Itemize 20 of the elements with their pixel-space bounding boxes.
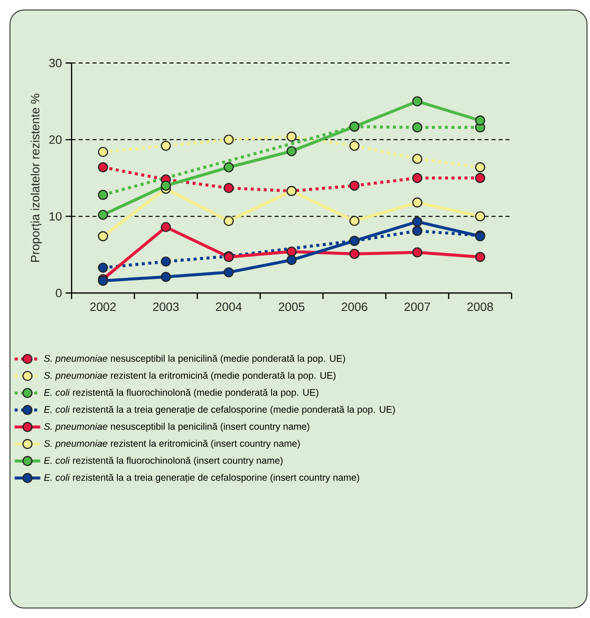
legend-label: S. pneumoniae rezistent la eritromicină (insert country name) [44,440,300,449]
y-tick-label: 10 [50,212,62,221]
x-tick-label: 2003 [153,302,179,312]
x-tick-label: 2008 [467,302,493,312]
y-axis-title: Proporția izolatelor rezistente % [30,94,42,262]
legend-label: S. pneumoniae nesusceptibil la penicilină (medie ponderată la pop. UE) [44,354,346,364]
legend-label: E. coli rezistentă la fluorochinolonă (insert country name) [44,456,283,466]
x-tick-label: 2002 [90,302,116,312]
y-tick-label: 30 [49,58,62,68]
legend-label: E. coli rezistentă la a treia generație de cefalosporine (insert country name) [44,474,360,483]
x-tick-label: 2005 [278,302,304,312]
legend-label: E. coli rezistentă la a treia generație de cefalosporine (medie ponderată la pop. UE) [44,406,395,415]
legend-label: S. pneumoniae rezistent la eritromicină (medie ponderată la pop. UE) [44,372,336,381]
legend-label: E. coli rezistentă la fluorochinolonă (medie ponderată la pop. UE) [44,388,318,398]
x-tick-label: 2006 [342,302,368,312]
y-tick-label: 20 [49,135,62,144]
x-tick-label: 2007 [404,302,430,312]
y-tick-label: 0 [56,288,62,298]
legend-label: S. pneumoniae nesusceptibil la penicilină (insert country name) [44,422,310,432]
x-tick-label: 2004 [216,302,242,312]
